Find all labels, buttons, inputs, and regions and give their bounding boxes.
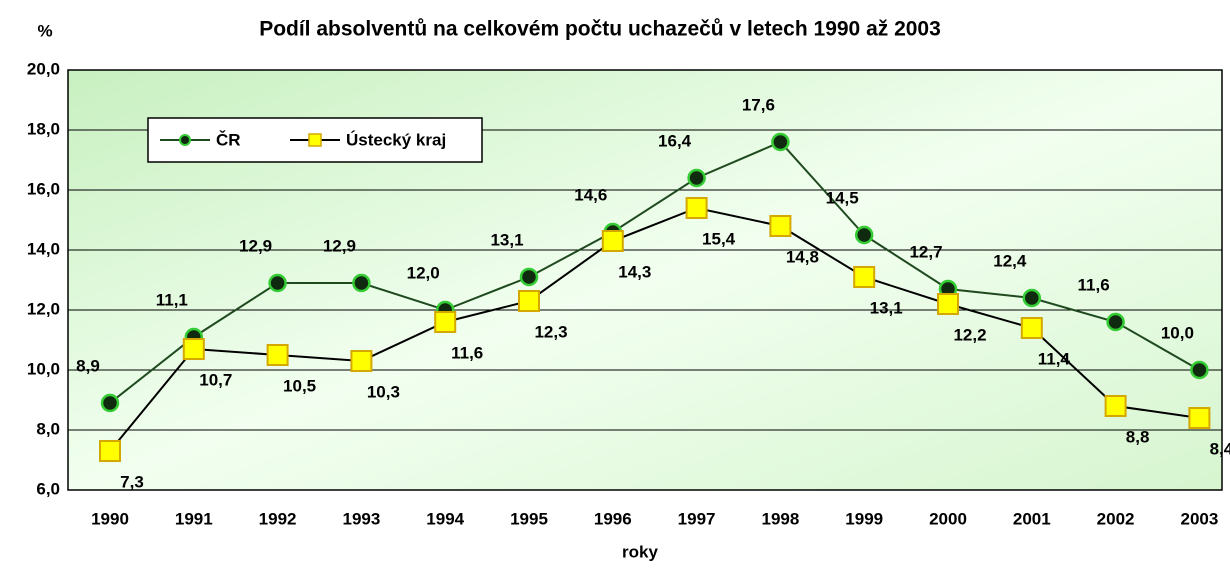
data-label: 8,8 — [1126, 427, 1150, 446]
x-tick-label: 1995 — [510, 509, 548, 528]
data-label: 10,0 — [1161, 323, 1194, 342]
data-label: 10,3 — [367, 382, 400, 401]
marker — [1104, 395, 1127, 417]
marker — [182, 338, 205, 360]
marker — [1020, 317, 1043, 339]
data-label: 15,4 — [702, 229, 736, 248]
marker — [266, 344, 289, 366]
y-tick-label: 8,0 — [36, 419, 60, 438]
data-label: 16,4 — [658, 131, 692, 150]
x-tick-label: 1992 — [259, 509, 297, 528]
data-label: 14,5 — [826, 188, 859, 207]
y-tick-label: 18,0 — [27, 119, 60, 138]
x-tick-label: 1998 — [761, 509, 799, 528]
marker — [268, 273, 287, 293]
data-label: 13,1 — [490, 230, 523, 249]
x-tick-label: 1991 — [175, 509, 213, 528]
legend-marker — [308, 133, 322, 147]
marker — [769, 215, 792, 237]
data-label: 12,4 — [993, 251, 1027, 270]
marker — [854, 225, 874, 245]
chart-title: Podíl absolventů na celkovém počtu uchaz… — [259, 18, 941, 41]
data-label: 12,3 — [534, 322, 567, 341]
y-tick-label: 14,0 — [27, 239, 60, 258]
data-label: 12,2 — [953, 325, 986, 344]
data-label: 12,9 — [239, 236, 272, 255]
series-line — [109, 140, 1200, 404]
y-tick-label: 16,0 — [27, 179, 60, 198]
marker — [518, 290, 540, 312]
series-line — [109, 206, 1200, 452]
x-tick-label: 1990 — [91, 509, 129, 528]
data-label: 8,9 — [76, 356, 100, 375]
x-axis-label: roky — [622, 542, 658, 561]
data-label: 11,4 — [1038, 349, 1071, 368]
data-label: 12,9 — [323, 236, 356, 255]
data-label: 11,6 — [1078, 275, 1110, 294]
data-label: 14,6 — [574, 185, 607, 204]
data-label: 11,1 — [156, 290, 188, 309]
data-label: 10,5 — [283, 376, 316, 395]
y-tick-label: 10,0 — [27, 359, 60, 378]
marker — [100, 393, 120, 413]
x-tick-label: 2002 — [1097, 509, 1135, 528]
marker — [434, 311, 457, 333]
data-label: 17,6 — [742, 95, 775, 114]
x-tick-label: 1997 — [678, 509, 716, 528]
data-label: 11,6 — [451, 343, 483, 362]
marker — [350, 350, 373, 372]
marker — [937, 293, 959, 315]
marker — [352, 273, 371, 293]
marker — [853, 266, 876, 288]
data-label: 14,3 — [618, 262, 651, 281]
x-tick-label: 1993 — [342, 509, 380, 528]
data-label: 13,1 — [870, 298, 903, 317]
data-label: 12,0 — [407, 263, 440, 282]
x-tick-label: 1996 — [594, 509, 632, 528]
marker — [771, 132, 790, 152]
marker — [1106, 312, 1125, 332]
x-tick-label: 1994 — [426, 509, 464, 528]
marker — [1190, 360, 1209, 380]
data-label: 8,4 — [1210, 439, 1230, 458]
legend-label: Ústecký kraj — [346, 130, 446, 149]
y-tick-label: 20,0 — [27, 59, 60, 78]
marker — [1188, 407, 1211, 429]
marker — [519, 267, 539, 287]
marker — [685, 197, 708, 219]
x-tick-label: 2003 — [1180, 509, 1218, 528]
y-tick-label: 6,0 — [36, 479, 60, 498]
marker — [99, 440, 121, 462]
x-tick-label: 2000 — [929, 509, 967, 528]
y-axis-label: % — [37, 21, 52, 40]
marker — [601, 230, 624, 252]
y-tick-label: 12,0 — [27, 299, 60, 318]
marker — [687, 168, 706, 188]
data-label: 14,8 — [786, 247, 819, 266]
data-label: 12,7 — [909, 242, 942, 261]
data-label: 10,7 — [199, 370, 232, 389]
legend-label: ČR — [216, 130, 241, 149]
legend-marker — [179, 134, 191, 146]
x-tick-label: 2001 — [1013, 509, 1051, 528]
marker — [1022, 288, 1042, 308]
data-label: 7,3 — [120, 472, 144, 491]
x-tick-label: 1999 — [845, 509, 883, 528]
